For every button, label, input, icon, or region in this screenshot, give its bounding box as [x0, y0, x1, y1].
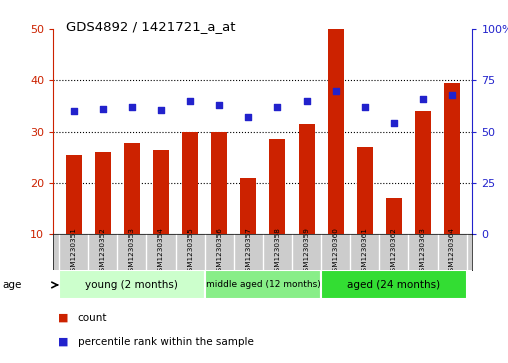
- Text: middle aged (12 months): middle aged (12 months): [206, 281, 320, 289]
- Text: GSM1230357: GSM1230357: [245, 227, 251, 276]
- Text: GSM1230360: GSM1230360: [333, 227, 339, 276]
- Bar: [182, 131, 198, 234]
- Bar: [386, 198, 402, 234]
- Text: GSM1230361: GSM1230361: [362, 227, 368, 276]
- Bar: [328, 29, 343, 234]
- Text: GSM1230353: GSM1230353: [129, 227, 135, 276]
- Text: percentile rank within the sample: percentile rank within the sample: [78, 337, 253, 347]
- Text: GDS4892 / 1421721_a_at: GDS4892 / 1421721_a_at: [66, 20, 236, 33]
- Bar: [444, 83, 460, 234]
- Bar: [415, 111, 431, 234]
- Text: young (2 months): young (2 months): [85, 280, 178, 290]
- Text: count: count: [78, 313, 107, 323]
- Point: [332, 87, 340, 93]
- Point: [70, 108, 78, 114]
- Bar: [205, 270, 321, 299]
- Bar: [66, 155, 82, 234]
- Point: [390, 121, 398, 126]
- Text: GSM1230356: GSM1230356: [216, 227, 222, 276]
- Text: GSM1230351: GSM1230351: [71, 227, 77, 276]
- Text: aged (24 months): aged (24 months): [347, 280, 440, 290]
- Text: GSM1230364: GSM1230364: [449, 227, 455, 276]
- Text: GSM1230359: GSM1230359: [304, 227, 309, 276]
- Point: [186, 98, 194, 104]
- Text: age: age: [3, 280, 22, 290]
- Point: [244, 114, 252, 120]
- Point: [157, 107, 165, 113]
- Text: ■: ■: [58, 337, 69, 347]
- Point: [128, 104, 136, 110]
- Bar: [95, 152, 111, 234]
- Point: [302, 98, 310, 104]
- Text: GSM1230355: GSM1230355: [187, 227, 193, 276]
- Text: GSM1230362: GSM1230362: [391, 227, 397, 276]
- Bar: [357, 147, 373, 234]
- Point: [273, 104, 281, 110]
- Bar: [124, 143, 140, 234]
- Point: [361, 104, 369, 110]
- Point: [99, 106, 107, 112]
- Point: [448, 92, 456, 98]
- Bar: [153, 150, 169, 234]
- Text: GSM1230363: GSM1230363: [420, 227, 426, 276]
- Bar: [59, 270, 205, 299]
- Point: [215, 102, 224, 108]
- Bar: [269, 139, 285, 234]
- Bar: [240, 178, 257, 234]
- Text: GSM1230354: GSM1230354: [158, 227, 164, 276]
- Point: [419, 96, 427, 102]
- Bar: [299, 124, 314, 234]
- Bar: [211, 131, 227, 234]
- Text: GSM1230352: GSM1230352: [100, 227, 106, 276]
- Text: ■: ■: [58, 313, 69, 323]
- Bar: [321, 270, 467, 299]
- Text: GSM1230358: GSM1230358: [274, 227, 280, 276]
